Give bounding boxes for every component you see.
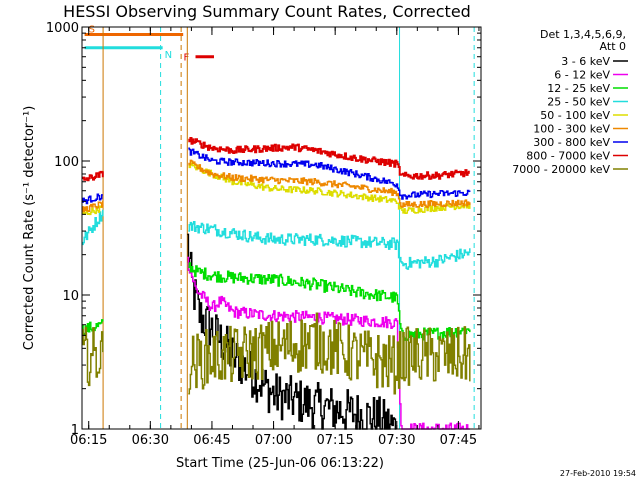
series-line: [82, 262, 471, 341]
legend-label: 50 - 100 keV: [540, 109, 610, 122]
x-tick-label: 07:00: [255, 433, 292, 448]
legend-label: 7000 - 20000 keV: [512, 163, 610, 176]
flag-label-N: N: [165, 50, 172, 61]
timestamp: 27-Feb-2010 19:54: [560, 469, 636, 478]
chart-title: HESSI Observing Summary Count Rates, Cor…: [63, 2, 471, 21]
legend-header: Det 1,3,4,5,6,9,: [540, 28, 626, 41]
x-tick-label: 07:45: [440, 433, 477, 448]
legend-label: 25 - 50 keV: [547, 96, 610, 109]
legend-label: 12 - 25 keV: [547, 82, 610, 95]
flag-label-S: S: [89, 24, 95, 35]
series-line: [82, 312, 471, 395]
y-tick-label: 1000: [46, 21, 79, 36]
x-tick-label: 07:15: [316, 433, 353, 448]
series-line: [82, 209, 471, 270]
legend-label: 800 - 7000 keV: [526, 150, 610, 163]
plot-frame: [81, 26, 482, 430]
x-axis-label: Start Time (25-Jun-06 06:13:22): [176, 456, 384, 471]
legend-label: 3 - 6 keV: [561, 55, 610, 68]
series-line: [187, 256, 470, 430]
x-tick-label: 06:30: [132, 433, 169, 448]
series-line: [82, 147, 471, 205]
x-tick-label: 07:30: [378, 433, 415, 448]
legend-label: 6 - 12 keV: [554, 69, 610, 82]
series-line: [82, 159, 471, 213]
flag-label-F: F: [184, 53, 190, 64]
y-tick-label: 10: [62, 289, 79, 304]
y-tick-label: 1: [71, 423, 79, 438]
y-tick-label: 100: [54, 155, 79, 170]
series-line: [82, 137, 470, 182]
legend-header: Att 0: [600, 40, 626, 53]
y-axis-label: Corrected Count Rate (s⁻¹ detector⁻¹): [22, 106, 37, 351]
legend-label: 300 - 800 keV: [533, 136, 610, 149]
x-tick-label: 06:15: [70, 433, 107, 448]
legend-label: 100 - 300 keV: [533, 123, 610, 136]
series-line: [82, 162, 471, 216]
x-tick-label: 06:45: [193, 433, 230, 448]
